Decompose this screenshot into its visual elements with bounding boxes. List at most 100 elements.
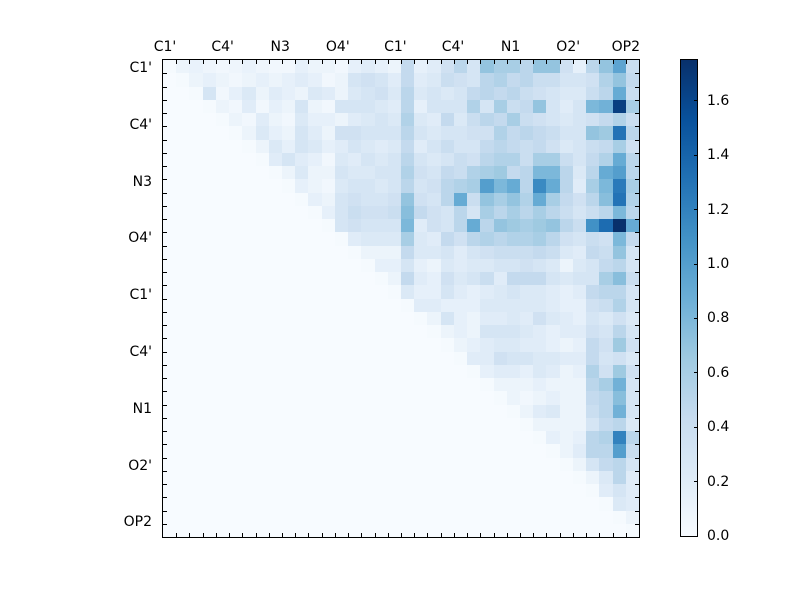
- heatmap-cell: [189, 285, 203, 299]
- heatmap-cell: [520, 166, 534, 180]
- heatmap-cell: [229, 113, 243, 127]
- heatmap-cell: [453, 113, 468, 127]
- heatmap-cell: [493, 166, 507, 180]
- heatmap-cell: [176, 497, 190, 511]
- heatmap-cell: [308, 404, 322, 418]
- heatmap-cell: [163, 470, 177, 484]
- heatmap-cell: [202, 444, 216, 458]
- heatmap-cell: [176, 86, 190, 100]
- heatmap-cell: [255, 166, 269, 180]
- heatmap-cell: [268, 179, 282, 193]
- heatmap-cell: [308, 470, 322, 484]
- heatmap-cell: [453, 523, 468, 537]
- heatmap-cell: [586, 86, 600, 100]
- axis-tick: [375, 533, 376, 537]
- heatmap-cell: [361, 60, 375, 74]
- heatmap-cell: [308, 60, 322, 74]
- heatmap-cell: [427, 311, 441, 325]
- heatmap-cell: [493, 232, 507, 246]
- axis-tick: [635, 193, 639, 194]
- heatmap-cell: [387, 99, 401, 113]
- heatmap-cell: [361, 285, 375, 299]
- colorbar-tick-label: 0.2: [707, 473, 730, 490]
- heatmap-cell: [572, 166, 587, 180]
- heatmap-cell: [255, 510, 269, 524]
- heatmap-cell: [440, 258, 454, 272]
- heatmap-cell: [295, 484, 309, 498]
- heatmap-cell: [401, 444, 415, 458]
- heatmap-cell: [295, 431, 309, 445]
- heatmap-cell: [401, 219, 415, 233]
- heatmap-cell: [202, 272, 216, 286]
- heatmap-cell: [612, 245, 626, 259]
- heatmap-cell: [533, 166, 547, 180]
- heatmap-cell: [321, 391, 335, 405]
- heatmap-cell: [215, 391, 230, 405]
- heatmap-cell: [480, 457, 494, 471]
- axis-tick: [599, 60, 600, 64]
- heatmap-cell: [242, 232, 256, 246]
- heatmap-cell: [401, 245, 415, 259]
- axis-tick: [626, 60, 627, 64]
- heatmap-cell: [467, 404, 481, 418]
- heatmap-cell: [268, 285, 282, 299]
- heatmap-cell: [387, 311, 401, 325]
- axis-tick: [216, 533, 217, 537]
- heatmap-cell: [546, 311, 560, 325]
- axis-tick: [560, 60, 561, 64]
- heatmap-cell: [506, 245, 520, 259]
- x-tick-label: C1': [384, 39, 407, 55]
- heatmap-cell: [414, 298, 428, 312]
- heatmap-cell: [453, 417, 468, 431]
- heatmap-cell: [163, 378, 177, 392]
- heatmap-cell: [612, 99, 626, 113]
- heatmap-cell: [374, 364, 388, 378]
- heatmap-cell: [255, 232, 269, 246]
- heatmap-cell: [321, 73, 335, 87]
- colorbar-tick: [694, 317, 698, 319]
- heatmap-cell: [282, 272, 296, 286]
- heatmap-cell: [612, 152, 626, 166]
- heatmap-cell: [625, 60, 639, 74]
- heatmap-cell: [176, 510, 190, 524]
- heatmap-cell: [282, 351, 296, 365]
- x-axis-labels: C1' C4' N3 O4' C1' C4' N1 O2' OP2: [154, 38, 640, 56]
- axis-tick: [229, 533, 230, 537]
- y-tick-label: C1': [129, 287, 152, 304]
- heatmap-cell: [440, 510, 454, 524]
- heatmap-cell: [612, 86, 626, 100]
- axis-tick: [635, 312, 639, 313]
- heatmap-cell: [480, 126, 494, 140]
- heatmap-cell: [493, 60, 507, 74]
- heatmap-cell: [242, 192, 256, 206]
- heatmap-cell: [176, 298, 190, 312]
- heatmap-cell: [189, 272, 203, 286]
- heatmap-cell: [308, 285, 322, 299]
- heatmap-cell: [493, 457, 507, 471]
- heatmap-cell: [572, 417, 587, 431]
- heatmap-cell: [506, 99, 520, 113]
- colorbar-tick: [694, 481, 698, 483]
- heatmap-cell: [255, 298, 269, 312]
- axis-tick: [441, 533, 442, 537]
- heatmap-cell: [215, 457, 230, 471]
- heatmap-cell: [559, 232, 573, 246]
- axis-tick: [189, 60, 190, 64]
- heatmap-cell: [242, 325, 256, 339]
- heatmap-cell: [480, 431, 494, 445]
- axis-tick: [635, 352, 639, 353]
- heatmap-cell: [215, 364, 230, 378]
- heatmap-cell: [282, 73, 296, 87]
- heatmap-cell: [242, 126, 256, 140]
- heatmap-cell: [189, 166, 203, 180]
- heatmap-cell: [453, 139, 468, 153]
- heatmap-cell: [229, 126, 243, 140]
- heatmap-cell: [374, 272, 388, 286]
- heatmap-cell: [361, 219, 375, 233]
- heatmap-cell: [440, 351, 454, 365]
- heatmap-cell: [189, 338, 203, 352]
- heatmap-cell: [572, 311, 587, 325]
- heatmap-cell: [599, 444, 613, 458]
- heatmap-cell: [414, 325, 428, 339]
